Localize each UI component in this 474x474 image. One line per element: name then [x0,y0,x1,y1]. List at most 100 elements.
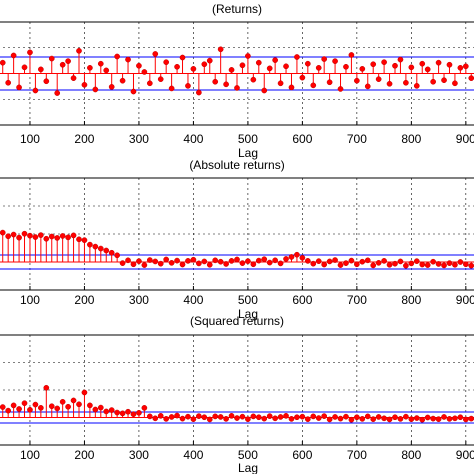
stem-marker [103,67,110,74]
stem-marker [32,234,39,240]
stem-marker [168,85,175,92]
stem-marker [152,415,159,422]
stem-marker [364,83,371,90]
stem-marker [97,245,104,252]
x-tick-label: 700 [347,448,367,462]
stem-marker [239,62,246,69]
stem-marker [21,64,28,71]
stem-marker [38,405,44,411]
stem-marker [441,77,447,84]
stem-marker [424,66,431,73]
stem-marker [375,414,382,420]
stem-marker [304,258,311,264]
stem-marker [419,261,426,268]
stem-marker [10,52,17,59]
stem-marker [163,256,170,263]
stem-marker [332,58,338,64]
stem-marker [92,86,99,93]
stem-marker [277,80,284,87]
stem-marker [245,53,251,59]
stem-marker [76,47,82,54]
stem-marker [315,415,322,421]
stem-marker [27,406,33,413]
stem-marker [430,258,436,265]
stem-marker [54,405,61,412]
stem-marker [332,257,338,263]
stem-marker [321,56,328,62]
stem-marker [48,233,55,240]
stem-marker [326,258,333,265]
stem-marker [457,414,464,421]
stem-marker [223,416,229,422]
stem-marker [38,232,44,238]
stem-marker [217,258,224,265]
x-tick-label: 900 [456,132,474,146]
stem-marker [141,262,148,268]
stem-marker [130,88,137,95]
stem-marker [65,234,71,241]
stem-marker [136,258,142,265]
stem-marker [392,414,398,421]
stem-marker [174,257,180,264]
stem-marker [370,262,377,269]
stem-marker [266,65,273,72]
stem-marker [408,64,415,71]
stem-marker [108,407,115,413]
stem-marker [223,81,229,88]
stem-marker [157,413,164,419]
stem-marker [206,57,213,64]
stem-marker [217,46,224,53]
stem-marker [381,258,387,264]
stem-marker [359,66,366,72]
stem-marker [38,66,44,73]
stem-marker [0,404,6,410]
stem-marker [272,57,278,63]
stem-marker [70,232,77,239]
x-axis-label: Lag [238,146,258,160]
stem-marker [76,401,82,408]
stem-marker [419,60,426,67]
stem-marker [239,413,246,420]
stem-marker [370,61,377,68]
panel-title: (Absolute returns) [189,158,284,172]
stem-marker [337,262,344,268]
stem-marker [435,59,442,66]
x-tick-label: 900 [456,448,474,462]
x-tick-label: 300 [129,132,149,146]
stem-marker [217,414,224,420]
stem-marker [250,413,257,420]
stem-marker [457,259,464,265]
stem-marker [65,58,71,64]
x-tick-label: 100 [20,293,40,307]
stem-marker [310,260,317,267]
stem-marker [441,262,447,269]
stem-marker [97,60,104,67]
x-tick-label: 400 [183,293,203,307]
stem-marker [381,59,387,66]
stem-marker [5,79,12,86]
stem-marker [157,260,164,267]
stem-marker [157,76,164,83]
stem-marker [419,416,426,423]
stem-marker [462,261,469,268]
x-tick-label: 700 [347,132,367,146]
stem-marker [212,257,219,264]
stem-marker [146,257,153,263]
stem-marker [359,258,366,265]
stem-marker [304,60,311,67]
stem-marker [136,409,142,416]
stem-marker [21,400,28,407]
stem-marker [413,258,420,265]
stem-marker [70,75,77,81]
stem-marker [103,247,110,254]
stem-marker [70,397,77,404]
x-axis-label: Lag [238,307,258,321]
stem-marker [59,398,66,405]
stem-marker [223,261,229,267]
stem-marker [315,258,322,265]
stem-marker [119,77,126,84]
stem-marker [108,249,115,256]
stem-marker [337,415,344,422]
x-tick-label: 800 [401,448,421,462]
